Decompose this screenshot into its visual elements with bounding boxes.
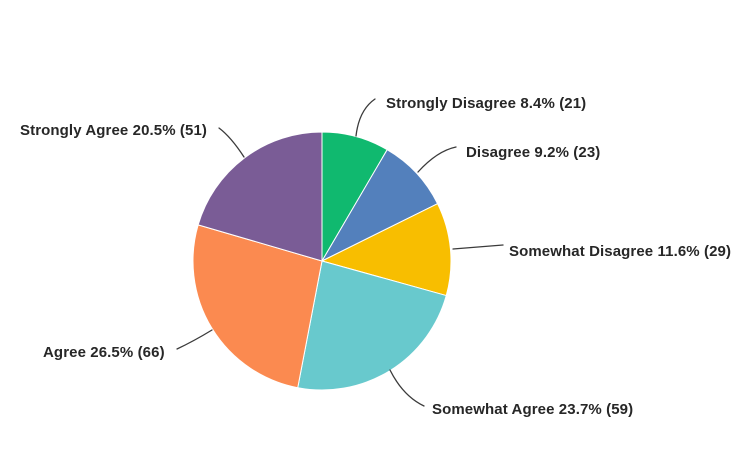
leader-line-strongly-agree xyxy=(218,127,245,158)
leader-line-disagree xyxy=(417,146,457,173)
leader-line-somewhat-disagree xyxy=(452,244,504,250)
leader-line-strongly-disagree xyxy=(355,98,376,137)
slice-label-strongly-agree: Strongly Agree 20.5% (51) xyxy=(20,122,208,139)
leader-lines xyxy=(176,98,504,407)
pie-slices xyxy=(192,131,452,391)
slice-label-strongly-disagree: Strongly Disagree 8.4% (21) xyxy=(386,95,587,112)
pie-slice-agree xyxy=(192,224,323,389)
pie-slice-strongly-agree xyxy=(197,131,323,262)
slice-label-somewhat-disagree: Somewhat Disagree 11.6% (29) xyxy=(509,243,732,260)
slice-label-disagree: Disagree 9.2% (23) xyxy=(466,144,601,161)
leader-line-agree xyxy=(176,329,213,350)
pie-slice-somewhat-disagree xyxy=(321,203,452,297)
slice-label-somewhat-agree: Somewhat Agree 23.7% (59) xyxy=(432,401,634,418)
slice-label-agree: Agree 26.5% (66) xyxy=(43,344,165,361)
leader-line-somewhat-agree xyxy=(389,369,425,407)
